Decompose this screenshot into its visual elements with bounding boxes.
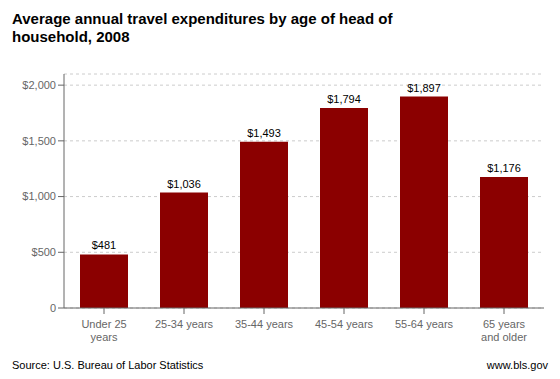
svg-text:$1,794: $1,794 [327, 93, 361, 105]
svg-text:0: 0 [50, 302, 56, 314]
svg-text:$481: $481 [92, 239, 116, 251]
svg-text:65 yearsand older: 65 yearsand older [481, 318, 527, 343]
svg-text:$1,897: $1,897 [407, 82, 441, 94]
html-text:Average annual travel expendit: Average annual travel expenditures by ag… [12, 10, 393, 27]
svg-text:45-54 years: 45-54 years [315, 318, 374, 330]
svg-text:$1,036: $1,036 [167, 178, 201, 190]
svg-text:$1,000: $1,000 [22, 190, 56, 202]
svg-text:$2,000: $2,000 [22, 79, 56, 91]
html-text:www.bls.gov: www.bls.gov [486, 359, 548, 371]
svg-text:25-34 years: 25-34 years [155, 318, 214, 330]
svg-text:$500: $500 [32, 246, 56, 258]
svg-text:55-64 years: 55-64 years [395, 318, 454, 330]
svg-text:$1,493: $1,493 [247, 127, 281, 139]
svg-text:$1,500: $1,500 [22, 135, 56, 147]
svg-text:Under 25years: Under 25years [81, 318, 126, 343]
html-text:Source: U.S. Bureau of Labor S: Source: U.S. Bureau of Labor Statistics [12, 359, 204, 371]
html-text:household, 2008: household, 2008 [12, 28, 130, 45]
svg-text:$1,176: $1,176 [487, 162, 521, 174]
svg-text:35-44 years: 35-44 years [235, 318, 294, 330]
